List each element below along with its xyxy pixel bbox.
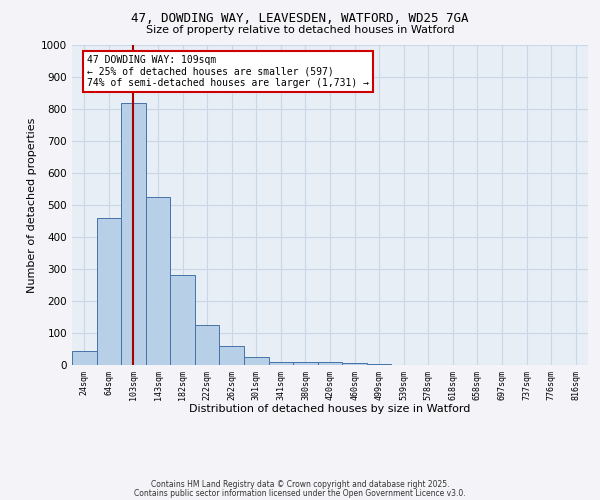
Bar [318,362,342,365]
Bar [195,325,220,365]
Bar [269,362,293,365]
Bar [97,218,121,365]
Y-axis label: Number of detached properties: Number of detached properties [27,118,37,292]
Bar [121,102,146,365]
Text: 47, DOWDING WAY, LEAVESDEN, WATFORD, WD25 7GA: 47, DOWDING WAY, LEAVESDEN, WATFORD, WD2… [131,12,469,26]
Bar [342,364,367,365]
Text: Size of property relative to detached houses in Watford: Size of property relative to detached ho… [146,25,454,35]
Bar [244,357,269,365]
Bar [293,362,318,365]
Text: Contains HM Land Registry data © Crown copyright and database right 2025.: Contains HM Land Registry data © Crown c… [151,480,449,489]
Bar [72,350,97,365]
Bar [367,364,391,365]
Text: Contains public sector information licensed under the Open Government Licence v3: Contains public sector information licen… [134,488,466,498]
Bar [220,346,244,365]
Text: 47 DOWDING WAY: 109sqm
← 25% of detached houses are smaller (597)
74% of semi-de: 47 DOWDING WAY: 109sqm ← 25% of detached… [87,54,369,88]
Bar [170,276,195,365]
Bar [146,197,170,365]
X-axis label: Distribution of detached houses by size in Watford: Distribution of detached houses by size … [190,404,470,414]
